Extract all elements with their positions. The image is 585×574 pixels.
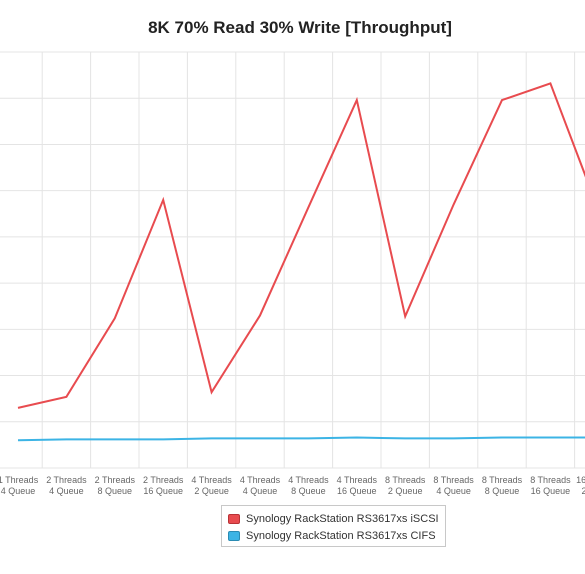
- x-tick-label: 16 Queue: [337, 486, 377, 496]
- x-tick-label: 1 Threads: [0, 475, 39, 485]
- x-tick-label: 4 Queue: [436, 486, 471, 496]
- legend-swatch-iscsi: [228, 513, 240, 524]
- x-tick-label: 16 Threads: [576, 475, 585, 485]
- series-line-0: [17, 82, 585, 409]
- chart-title: 8K 70% Read 30% Write [Throughput]: [148, 18, 452, 37]
- x-tick-label: 2 Queue: [582, 486, 585, 496]
- legend-label-cifs: Synology RackStation RS3617xs CIFS: [246, 529, 436, 542]
- x-tick-label: 2 Queue: [388, 486, 423, 496]
- legend-label-iscsi: Synology RackStation RS3617xs iSCSI: [246, 512, 439, 525]
- x-tick-label: 4 Threads: [240, 475, 281, 485]
- x-tick-label: 8 Threads: [482, 475, 523, 485]
- x-tick-label: 8 Queue: [291, 486, 326, 496]
- x-tick-label: 8 Threads: [530, 475, 571, 485]
- x-tick-label: 2 Threads: [46, 475, 87, 485]
- x-tick-label: 16 Queue: [531, 486, 571, 496]
- x-tick-label: 2 Threads: [143, 475, 184, 485]
- grid-lines: [0, 51, 585, 469]
- x-tick-label: 8 Queue: [98, 486, 133, 496]
- x-tick-label: 4 Threads: [337, 475, 378, 485]
- x-tick-label: 16 Queue: [143, 486, 183, 496]
- x-tick-label: 8 Queue: [485, 486, 520, 496]
- x-tick-label: 4 Queue: [243, 486, 278, 496]
- series-line-1: [17, 436, 585, 442]
- x-tick-label: 8 Threads: [385, 475, 426, 485]
- series-lines: [17, 82, 585, 442]
- legend: Synology RackStation RS3617xs iSCSI Syno…: [221, 505, 446, 547]
- legend-item-iscsi[interactable]: Synology RackStation RS3617xs iSCSI: [228, 510, 439, 527]
- x-tick-label: 8 Threads: [433, 475, 474, 485]
- legend-swatch-cifs: [228, 530, 240, 541]
- x-tick-label: 2 Threads: [95, 475, 136, 485]
- x-tick-label: 4 Queue: [49, 486, 84, 496]
- x-tick-label: 2 Queue: [194, 486, 229, 496]
- x-tick-label: 4 Queue: [1, 486, 36, 496]
- x-tick-label: 4 Threads: [191, 475, 232, 485]
- legend-item-cifs[interactable]: Synology RackStation RS3617xs CIFS: [228, 527, 439, 544]
- x-tick-label: 4 Threads: [288, 475, 329, 485]
